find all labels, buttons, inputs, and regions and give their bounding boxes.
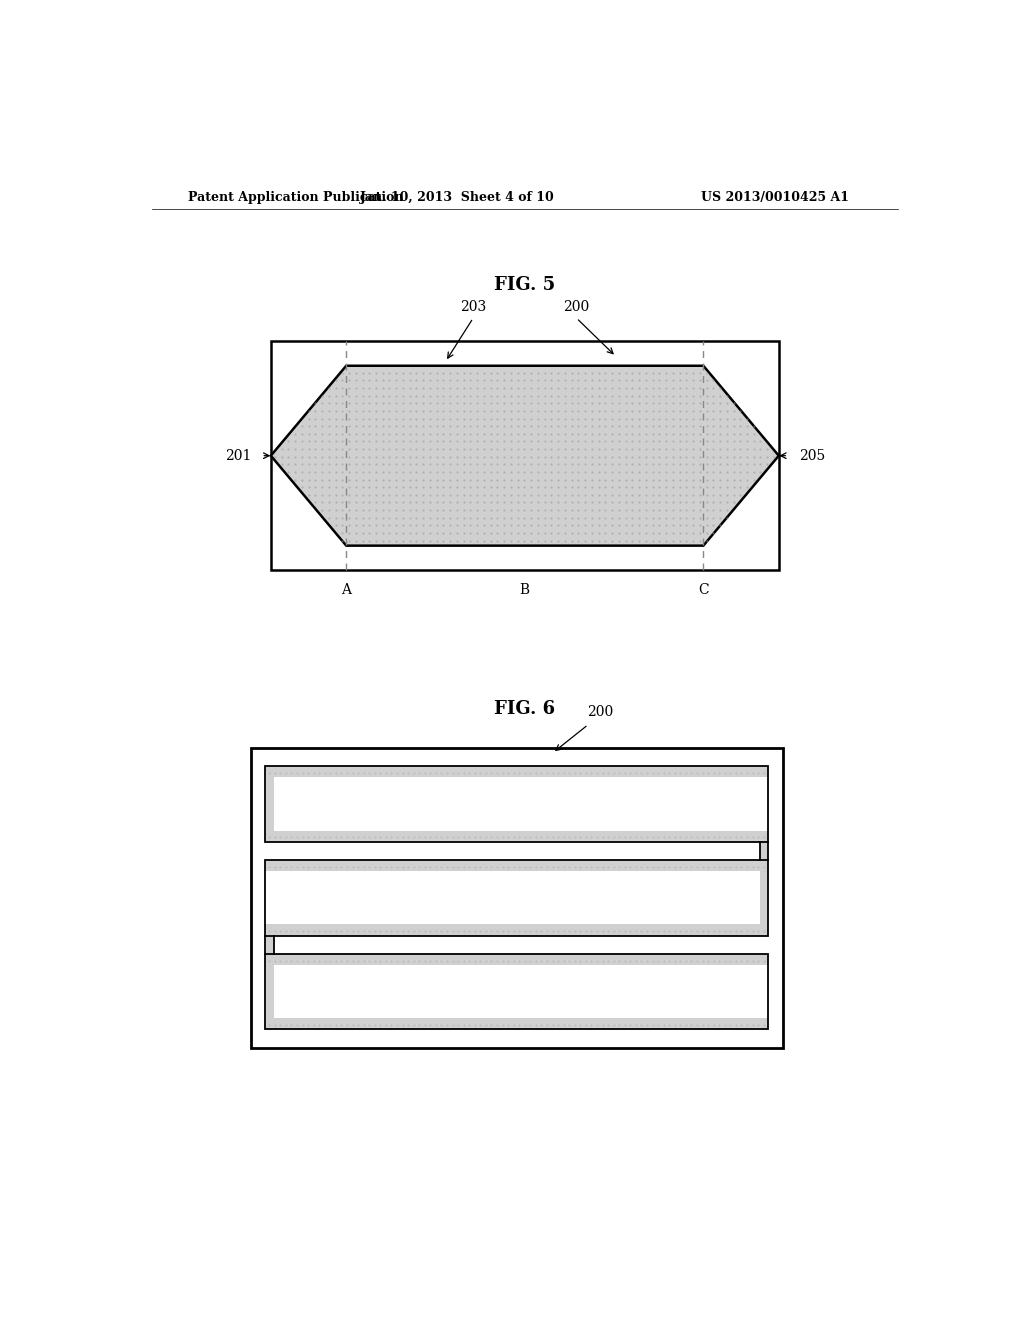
Text: Jan. 10, 2013  Sheet 4 of 10: Jan. 10, 2013 Sheet 4 of 10: [360, 190, 555, 203]
Text: 205: 205: [799, 449, 825, 463]
Text: 200: 200: [587, 705, 613, 719]
Text: 200: 200: [563, 300, 590, 314]
Bar: [274, 965, 768, 1018]
Text: B: B: [520, 583, 529, 597]
Polygon shape: [270, 366, 778, 545]
Text: FIG. 6: FIG. 6: [495, 701, 555, 718]
Bar: [265, 871, 760, 924]
Bar: [265, 766, 768, 842]
Bar: [251, 748, 782, 1048]
Bar: [274, 936, 760, 954]
Bar: [760, 842, 768, 861]
Bar: [265, 861, 768, 936]
Text: US 2013/0010425 A1: US 2013/0010425 A1: [700, 190, 849, 203]
Text: A: A: [341, 583, 351, 597]
Text: 203: 203: [460, 300, 486, 314]
Bar: [270, 342, 779, 570]
Bar: [274, 842, 760, 861]
Text: Patent Application Publication: Patent Application Publication: [187, 190, 403, 203]
Text: 201: 201: [224, 449, 251, 463]
Text: FIG. 5: FIG. 5: [495, 276, 555, 294]
Bar: [265, 954, 768, 1030]
Bar: [265, 861, 768, 936]
Bar: [265, 936, 274, 954]
Bar: [265, 954, 768, 1030]
Bar: [274, 777, 768, 830]
Bar: [265, 766, 768, 842]
Text: C: C: [698, 583, 709, 597]
